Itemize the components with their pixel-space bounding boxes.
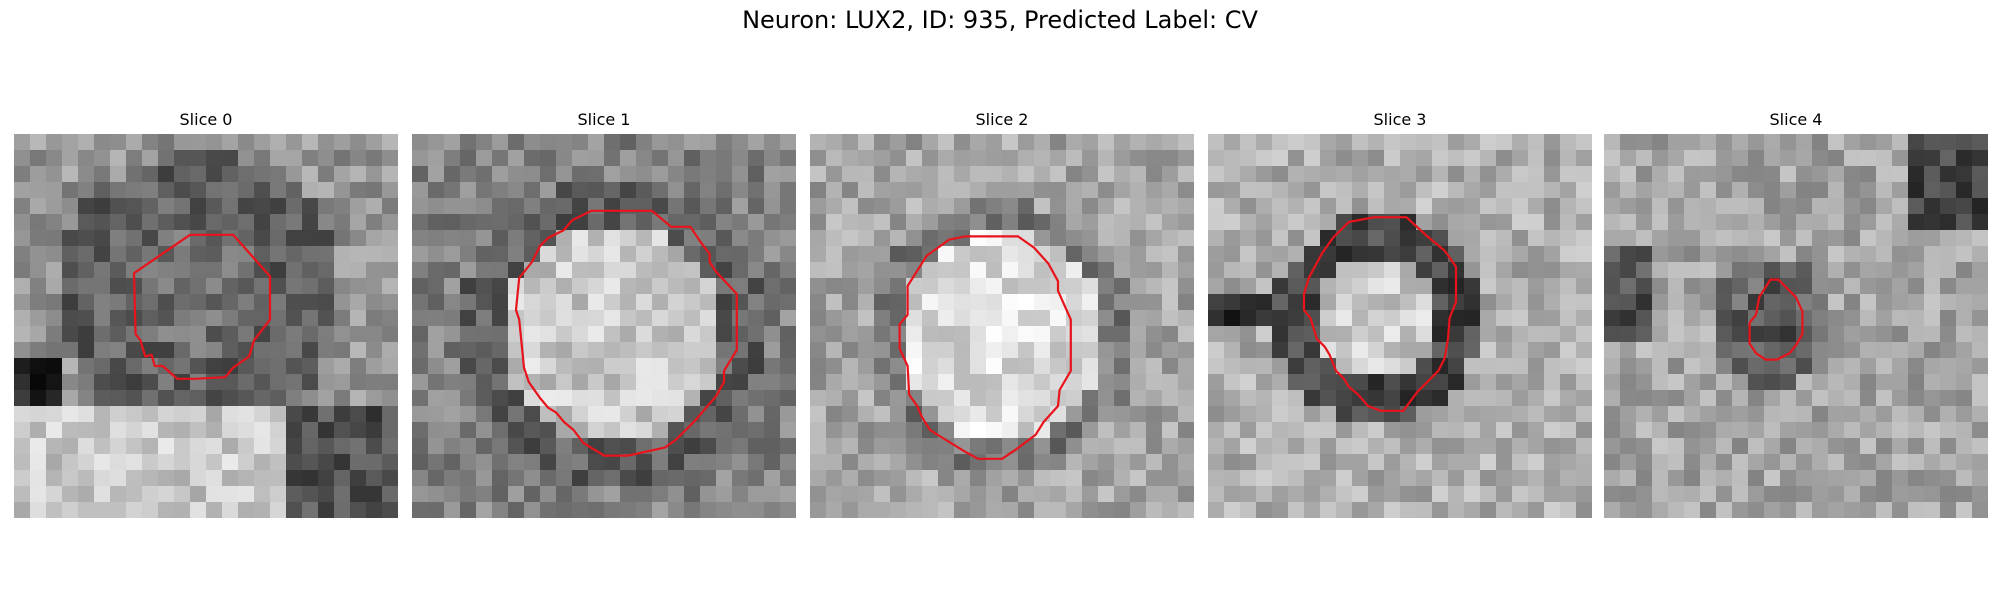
slice-image bbox=[1208, 134, 1592, 518]
slice-title: Slice 1 bbox=[577, 110, 631, 129]
slice-title: Slice 0 bbox=[179, 110, 233, 129]
roi-contour bbox=[134, 235, 270, 379]
grayscale-patch bbox=[1604, 134, 1988, 518]
slice-panel-2: Slice 2 bbox=[810, 108, 1194, 518]
roi-contour bbox=[1750, 280, 1803, 360]
grayscale-patch bbox=[1208, 134, 1592, 518]
slice-panel-0: Slice 0 bbox=[14, 108, 398, 518]
slice-title: Slice 4 bbox=[1769, 110, 1823, 129]
slice-title: Slice 2 bbox=[975, 110, 1029, 129]
roi-contour bbox=[1304, 217, 1456, 411]
slice-image bbox=[810, 134, 1194, 518]
roi-contour bbox=[516, 211, 737, 456]
roi-contour bbox=[900, 236, 1071, 458]
slice-title: Slice 3 bbox=[1373, 110, 1427, 129]
slice-panel-1: Slice 1 bbox=[412, 108, 796, 518]
figure-title: Neuron: LUX2, ID: 935, Predicted Label: … bbox=[742, 6, 1258, 34]
grayscale-patch bbox=[412, 134, 796, 518]
slice-image bbox=[1604, 134, 1988, 518]
slice-panel-4: Slice 4 bbox=[1604, 108, 1988, 518]
slice-panel-3: Slice 3 bbox=[1208, 108, 1592, 518]
grayscale-patch bbox=[14, 134, 398, 518]
slice-image bbox=[412, 134, 796, 518]
slice-image bbox=[14, 134, 398, 518]
grayscale-patch bbox=[810, 134, 1194, 518]
